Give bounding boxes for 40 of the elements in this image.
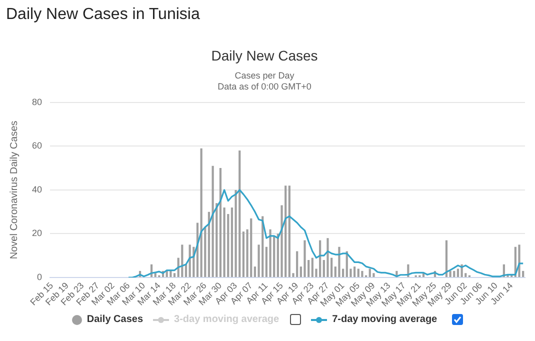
chart-title: Daily New Cases [211, 47, 318, 64]
bar [200, 148, 202, 277]
bar [296, 251, 298, 277]
bar [212, 166, 214, 277]
bar [173, 273, 176, 277]
bar [219, 168, 222, 277]
bar [170, 270, 172, 277]
y-tick-label: 60 [32, 140, 42, 151]
bar [353, 266, 356, 277]
legend-label: Daily Cases [86, 314, 144, 325]
bar [368, 268, 371, 277]
bar [184, 264, 188, 277]
bar [361, 270, 364, 277]
bar [208, 212, 210, 277]
bar [154, 273, 156, 277]
bar [449, 270, 452, 277]
y-tick-label: 40 [32, 184, 42, 194]
bar [453, 270, 456, 277]
bar [181, 244, 184, 277]
bar [319, 240, 322, 277]
text: Daily New Cases in Tunisia [6, 6, 200, 24]
legend-label: 7-day moving average [332, 314, 438, 325]
y-axis-title: Novel Coronavirus Daily Cases [8, 120, 20, 260]
y-tick-label: 20 [32, 228, 42, 238]
bar [288, 186, 290, 277]
y-tick-label: 0 [36, 272, 42, 282]
bar [326, 238, 329, 277]
bar [357, 268, 360, 277]
bar [250, 218, 252, 277]
bar [284, 186, 287, 277]
bar [304, 240, 306, 277]
bar [269, 229, 272, 277]
bar [238, 150, 241, 277]
bar [456, 268, 460, 277]
bar [166, 270, 168, 277]
chart-subtitle: Cases per Day Data as of 0:00 GMT+0 [218, 70, 312, 92]
y-tick-label: 80 [32, 96, 42, 107]
bar [311, 258, 314, 277]
bar [338, 246, 340, 277]
bar [242, 232, 245, 277]
